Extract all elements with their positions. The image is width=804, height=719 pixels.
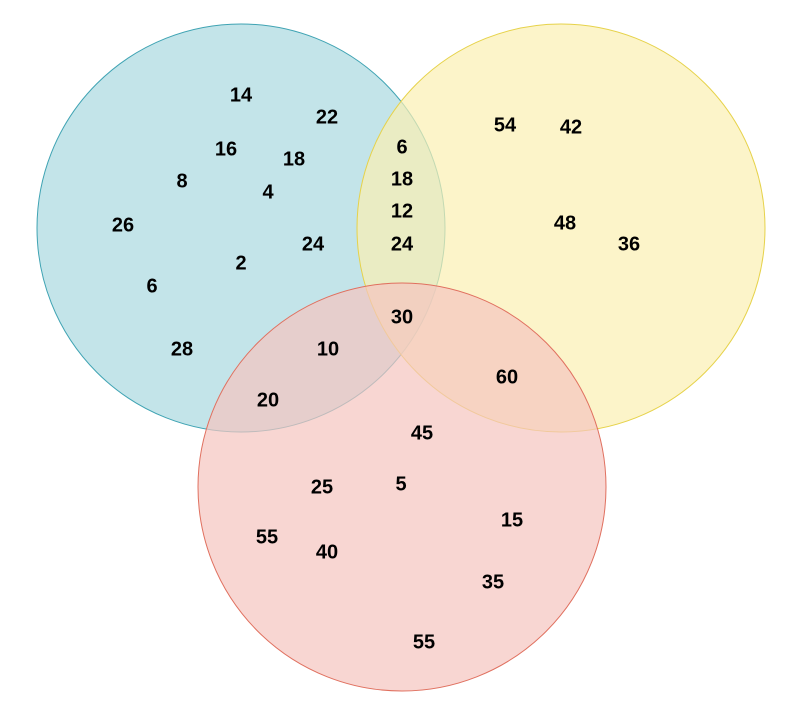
region-number: 35 (482, 571, 504, 593)
region-number: 36 (618, 233, 640, 255)
region-number: 54 (494, 114, 517, 136)
region-number: 10 (317, 338, 339, 360)
region-number: 55 (413, 631, 435, 653)
region-number: 24 (391, 233, 414, 255)
region-number: 40 (316, 541, 338, 563)
region-number: 14 (230, 84, 253, 106)
region-number: 30 (391, 306, 413, 328)
circle-red (197, 282, 607, 692)
region-number: 18 (391, 168, 413, 190)
region-all: 30 (391, 306, 413, 328)
region-number: 20 (257, 389, 279, 411)
region-number: 18 (283, 148, 305, 170)
region-number: 15 (501, 509, 523, 531)
region-yellow-red: 60 (496, 366, 518, 388)
region-number: 48 (554, 212, 576, 234)
region-number: 5 (395, 473, 406, 495)
region-red: 45 25 5 15 55 40 35 55 (256, 422, 523, 653)
region-number: 60 (496, 366, 518, 388)
region-number: 16 (215, 138, 237, 160)
region-number: 2 (235, 252, 246, 274)
region-number: 45 (411, 422, 433, 444)
region-blue-red: 10 20 (257, 338, 339, 411)
region-number: 26 (112, 214, 134, 236)
region-number: 6 (146, 275, 157, 297)
region-number: 28 (171, 338, 193, 360)
region-number: 4 (262, 181, 274, 203)
region-number: 24 (302, 233, 325, 255)
region-number: 12 (391, 200, 413, 222)
region-number: 6 (396, 136, 407, 158)
region-blue-yellow: 6 18 12 24 (391, 136, 414, 255)
region-number: 8 (176, 170, 187, 192)
region-number: 22 (316, 106, 338, 128)
region-number: 25 (311, 476, 333, 498)
region-number: 42 (560, 116, 582, 138)
region-number: 55 (256, 526, 278, 548)
region-blue: 14 22 16 18 8 4 26 24 2 6 28 (112, 84, 338, 360)
region-yellow: 54 42 48 36 (494, 114, 640, 255)
